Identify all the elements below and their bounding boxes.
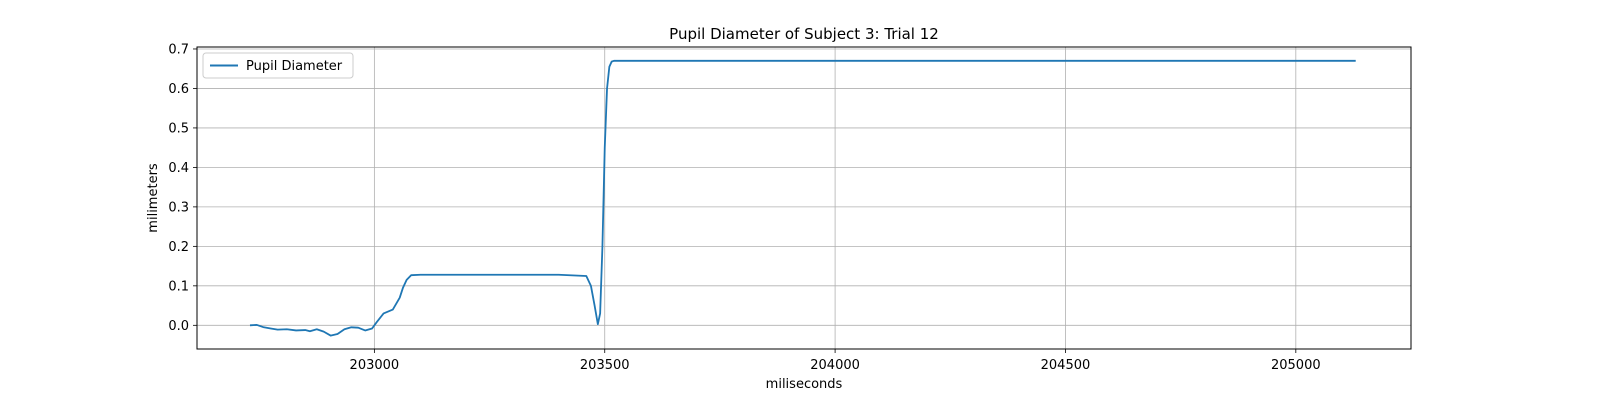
- ticks: 203000 203500 204000 204500 205000 0.0 0.1 0.2 0…: [168, 42, 1320, 373]
- legend-box: [202, 52, 354, 79]
- grid: [197, 47, 1411, 349]
- legend: Pupil Diameter: [202, 52, 354, 79]
- x-tick-label: 205000: [1271, 358, 1321, 373]
- y-tick-label: 0.2: [168, 240, 189, 255]
- series-line-pupil-diameter: [249, 59, 1356, 337]
- x-tick-label: 204500: [1041, 358, 1091, 373]
- y-axis-title: milimeters: [146, 163, 161, 233]
- y-tick-label: 0.1: [168, 279, 189, 294]
- plot-frame: [196, 46, 1412, 350]
- y-tick-label: 0.3: [168, 200, 189, 215]
- x-axis-title: miliseconds: [766, 377, 843, 392]
- x-tick-label: 204000: [810, 358, 860, 373]
- x-tick-label: 203500: [580, 358, 630, 373]
- x-tick-label: 203000: [350, 358, 400, 373]
- series-layer: [249, 59, 1356, 337]
- y-tick-label: 0.0: [168, 319, 189, 334]
- y-tick-label: 0.5: [168, 121, 189, 136]
- y-tick-label: 0.6: [168, 82, 189, 97]
- y-tick-label: 0.4: [168, 161, 189, 176]
- y-tick-label: 0.7: [168, 42, 189, 57]
- legend-label-pupil-diameter: Pupil Diameter: [246, 59, 343, 74]
- chart-title: Pupil Diameter of Subject 3: Trial 12: [669, 25, 939, 43]
